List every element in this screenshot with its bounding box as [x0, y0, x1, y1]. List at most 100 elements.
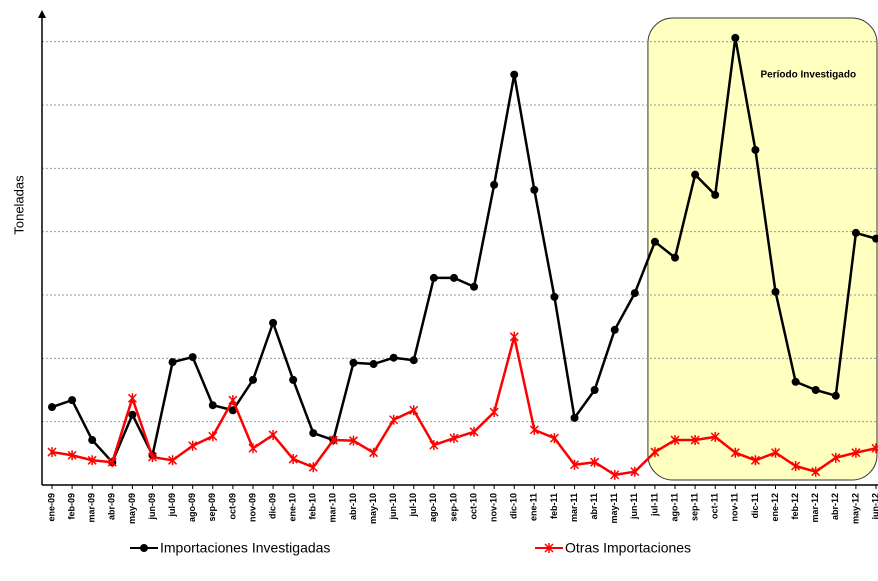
data-point — [690, 435, 700, 446]
x-tick-label: ago-11 — [669, 493, 679, 522]
data-point — [208, 431, 218, 442]
x-tick-label: dic-10 — [509, 493, 519, 519]
data-point — [168, 455, 178, 466]
data-point — [289, 375, 298, 384]
data-point — [610, 469, 620, 480]
data-point — [570, 459, 580, 470]
data-point — [288, 454, 298, 465]
data-point — [470, 282, 479, 291]
x-tick-label: oct-11 — [710, 493, 720, 519]
x-tick-label: mar-12 — [810, 493, 820, 523]
data-point — [269, 318, 278, 327]
data-point — [670, 435, 680, 446]
data-point — [811, 386, 820, 394]
data-point — [590, 386, 599, 394]
data-point — [228, 395, 238, 406]
data-point — [469, 426, 479, 437]
data-point — [348, 435, 358, 446]
x-tick-label: ene-12 — [770, 493, 780, 522]
data-point — [529, 424, 539, 435]
legend-label: Importaciones Investigadas — [160, 540, 330, 556]
data-point — [127, 393, 137, 404]
data-point — [449, 433, 459, 444]
data-point — [248, 375, 257, 384]
data-point — [530, 185, 539, 194]
x-tick-label: mar-11 — [569, 493, 579, 522]
y-axis-label: Toneladas — [11, 175, 26, 235]
data-point — [429, 273, 438, 282]
data-point — [490, 180, 499, 189]
x-tick-label: ago-10 — [428, 493, 438, 522]
data-point — [188, 440, 198, 451]
data-point — [449, 273, 458, 282]
legend-item: Importaciones Investigadas — [130, 540, 330, 556]
x-tick-label: mar-10 — [328, 493, 338, 523]
data-point — [168, 358, 177, 367]
data-point — [349, 358, 358, 367]
data-point — [429, 440, 439, 451]
data-point — [770, 447, 781, 458]
x-tick-label: oct-10 — [468, 493, 478, 520]
x-tick-label: abr-11 — [589, 493, 599, 520]
data-point — [851, 228, 860, 237]
data-point — [730, 447, 740, 458]
data-point — [590, 457, 600, 468]
data-point — [369, 447, 379, 458]
x-tick-label: jun-10 — [388, 493, 398, 521]
x-tick-label: may-12 — [850, 493, 860, 524]
x-tick-label: nov-11 — [730, 493, 740, 522]
x-tick-label: mar-09 — [87, 493, 97, 523]
data-point — [369, 360, 378, 369]
data-point — [711, 190, 720, 199]
data-point — [710, 431, 720, 442]
data-point — [509, 331, 519, 342]
y-axis-arrow — [38, 10, 46, 18]
data-point — [328, 435, 338, 446]
data-point — [549, 433, 559, 444]
x-tick-label: feb-12 — [790, 493, 800, 520]
data-point — [771, 287, 780, 296]
data-point — [650, 447, 660, 458]
x-tick-label: feb-10 — [308, 493, 318, 520]
data-point — [409, 356, 418, 365]
x-tick-label: feb-09 — [66, 493, 76, 520]
x-tick-label: ene-09 — [46, 493, 56, 522]
data-point — [871, 443, 878, 454]
data-point — [308, 462, 318, 473]
x-tick-label: jun-11 — [629, 493, 639, 520]
data-point — [510, 70, 519, 79]
legend-label: Otras Importaciones — [565, 540, 691, 556]
x-tick-label: jul-11 — [649, 493, 659, 517]
data-point — [751, 145, 760, 154]
data-point — [691, 170, 700, 179]
data-point — [750, 455, 760, 466]
x-tick-label: nov-09 — [247, 493, 257, 522]
data-point — [872, 234, 878, 243]
data-point — [107, 457, 117, 468]
data-point — [389, 414, 399, 425]
data-point — [128, 410, 137, 419]
data-point — [87, 455, 97, 466]
data-point — [791, 377, 800, 386]
x-tick-label: sep-11 — [689, 493, 699, 521]
x-tick-label: abr-09 — [107, 493, 117, 520]
data-point — [831, 452, 841, 463]
data-point — [489, 407, 499, 418]
data-point — [671, 253, 680, 262]
x-tick-label: dic-11 — [750, 493, 760, 519]
data-point — [570, 413, 579, 422]
legend-marker — [544, 543, 554, 553]
data-point — [68, 396, 77, 405]
x-tick-label: may-09 — [127, 493, 137, 524]
data-point — [309, 429, 318, 438]
data-point — [610, 325, 619, 334]
x-tick-label: ene-11 — [529, 493, 539, 521]
data-point — [811, 466, 821, 477]
data-point — [228, 406, 237, 415]
x-tick-label: jul-10 — [408, 493, 418, 518]
data-point — [88, 436, 97, 445]
data-point — [630, 289, 639, 298]
x-tick-label: may-10 — [368, 493, 378, 524]
x-tick-label: jun-12 — [870, 493, 878, 521]
